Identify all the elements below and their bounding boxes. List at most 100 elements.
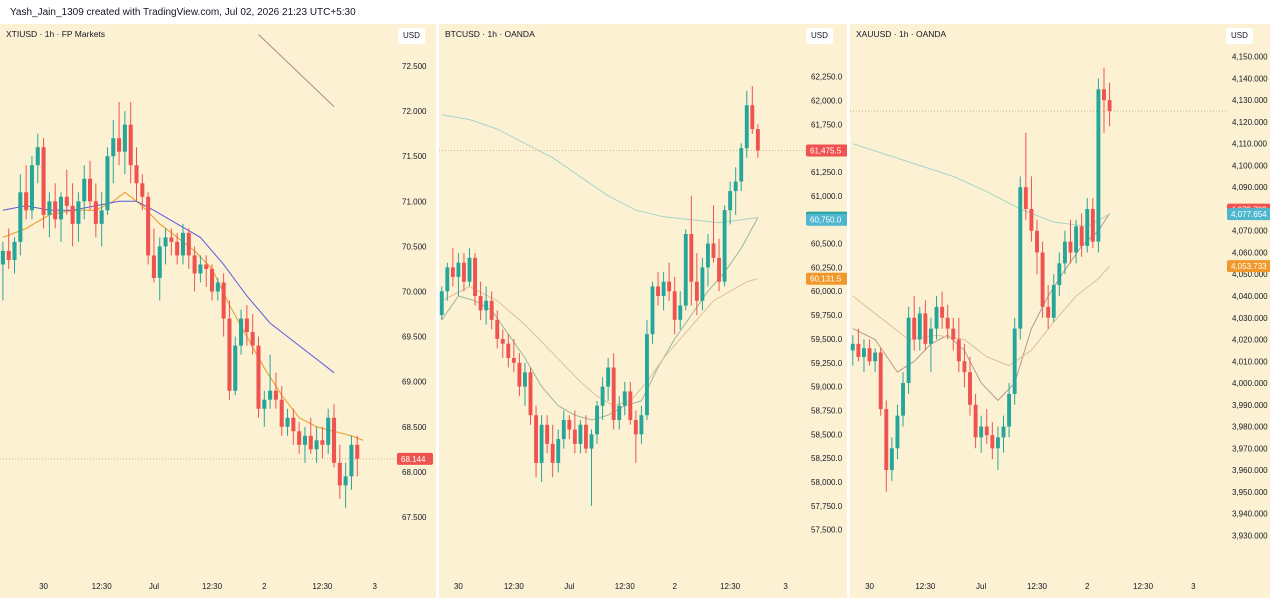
candle[interactable] — [244, 305, 249, 346]
candle[interactable] — [962, 343, 967, 388]
candle[interactable] — [956, 317, 961, 373]
candle[interactable] — [355, 435, 360, 477]
candle[interactable] — [0, 241, 5, 301]
candle[interactable] — [672, 276, 677, 335]
candle[interactable] — [1062, 230, 1067, 275]
candle[interactable] — [517, 353, 522, 397]
candle[interactable] — [1074, 219, 1079, 264]
candle[interactable] — [146, 192, 151, 265]
candle[interactable] — [584, 415, 588, 454]
candle[interactable] — [867, 339, 872, 366]
candle[interactable] — [250, 314, 255, 355]
btcusd-symbol-label[interactable]: BTCUSD · 1h · OANDA — [445, 29, 535, 39]
candle[interactable] — [984, 409, 989, 444]
candle[interactable] — [1029, 176, 1034, 242]
candle[interactable] — [945, 304, 950, 340]
candle[interactable] — [134, 147, 139, 202]
candle[interactable] — [47, 192, 52, 238]
candle[interactable] — [973, 393, 978, 449]
candle[interactable] — [1001, 415, 1006, 453]
candle[interactable] — [889, 437, 894, 481]
candle[interactable] — [611, 353, 616, 430]
candle[interactable] — [850, 335, 855, 366]
xtiusd-chart-panel[interactable]: 72.500 72.000 71.500 71.000 70.500 70.000 69.5… — [0, 24, 436, 598]
candle[interactable] — [1085, 198, 1090, 253]
panel-divider[interactable] — [436, 24, 439, 598]
candle[interactable] — [151, 228, 156, 283]
candle[interactable] — [484, 286, 489, 325]
candle[interactable] — [895, 404, 900, 460]
candle[interactable] — [1007, 383, 1012, 438]
candle[interactable] — [186, 228, 191, 269]
candle[interactable] — [58, 192, 64, 242]
candle[interactable] — [506, 334, 511, 368]
btcusd-chart-svg[interactable]: 62,250.062,000.061,750.061,500.061,250.0… — [439, 24, 847, 598]
candle[interactable] — [728, 181, 733, 225]
candle[interactable] — [683, 229, 688, 311]
candle[interactable] — [722, 205, 727, 287]
candle[interactable] — [934, 296, 939, 340]
candle[interactable] — [128, 102, 133, 184]
xauusd-symbol-label[interactable]: XAUUSD · 1h · OANDA — [856, 29, 947, 39]
candle[interactable] — [308, 417, 313, 454]
candle[interactable] — [76, 192, 81, 242]
candle[interactable] — [528, 367, 533, 425]
candle[interactable] — [227, 300, 232, 400]
candle[interactable] — [157, 237, 162, 301]
candle[interactable] — [349, 435, 354, 490]
candle[interactable] — [29, 156, 34, 220]
btcusd-currency-label[interactable]: USD — [806, 28, 833, 44]
candle[interactable] — [940, 291, 945, 329]
candle[interactable] — [291, 408, 296, 445]
candle[interactable] — [233, 336, 238, 396]
candle[interactable] — [1057, 252, 1062, 296]
candle[interactable] — [572, 410, 577, 454]
candle[interactable] — [951, 317, 956, 351]
candle[interactable] — [473, 253, 477, 306]
candle[interactable] — [302, 426, 307, 463]
candle[interactable] — [750, 86, 755, 134]
candle[interactable] — [968, 356, 972, 416]
candle[interactable] — [24, 165, 29, 220]
xauusd-chart-svg[interactable]: 4,150.000 4,140.000 4,130.000 4,120.000 4,11… — [850, 24, 1270, 598]
candle[interactable] — [122, 111, 127, 175]
candle[interactable] — [169, 228, 174, 256]
candle[interactable] — [639, 405, 644, 444]
candle[interactable] — [678, 291, 683, 330]
candle[interactable] — [633, 410, 638, 463]
candle[interactable] — [279, 386, 284, 436]
candle[interactable] — [862, 339, 866, 373]
candle[interactable] — [331, 404, 337, 468]
candle[interactable] — [717, 238, 721, 292]
candle[interactable] — [326, 408, 331, 454]
candle[interactable] — [1040, 241, 1045, 318]
xauusd-currency-label[interactable]: USD — [1226, 28, 1253, 44]
candle[interactable] — [606, 358, 611, 401]
candle[interactable] — [628, 381, 633, 425]
candle[interactable] — [661, 272, 666, 311]
candle[interactable] — [117, 102, 122, 166]
candle[interactable] — [511, 338, 516, 373]
xauusd-chart-panel[interactable]: 4,150.000 4,140.000 4,130.000 4,120.000 4,11… — [850, 24, 1270, 598]
candle[interactable] — [70, 183, 75, 247]
candle[interactable] — [314, 426, 319, 463]
candle[interactable] — [979, 415, 984, 453]
candle[interactable] — [1096, 78, 1101, 253]
candle[interactable] — [41, 138, 46, 229]
candle[interactable] — [445, 262, 450, 301]
candle[interactable] — [667, 262, 672, 301]
candle[interactable] — [82, 165, 87, 220]
candle[interactable] — [755, 124, 760, 158]
candle[interactable] — [273, 372, 278, 409]
candle[interactable] — [523, 362, 527, 406]
candle[interactable] — [990, 422, 995, 460]
candle[interactable] — [495, 310, 500, 349]
candle[interactable] — [198, 255, 203, 283]
candle[interactable] — [1035, 219, 1039, 275]
candle[interactable] — [256, 336, 261, 418]
candle[interactable] — [1107, 82, 1112, 127]
candle[interactable] — [262, 390, 267, 427]
candle[interactable] — [239, 309, 244, 355]
xtiusd-symbol-label[interactable]: XTIUSD · 1h · FP Markets — [6, 29, 106, 39]
candle[interactable] — [689, 195, 694, 306]
